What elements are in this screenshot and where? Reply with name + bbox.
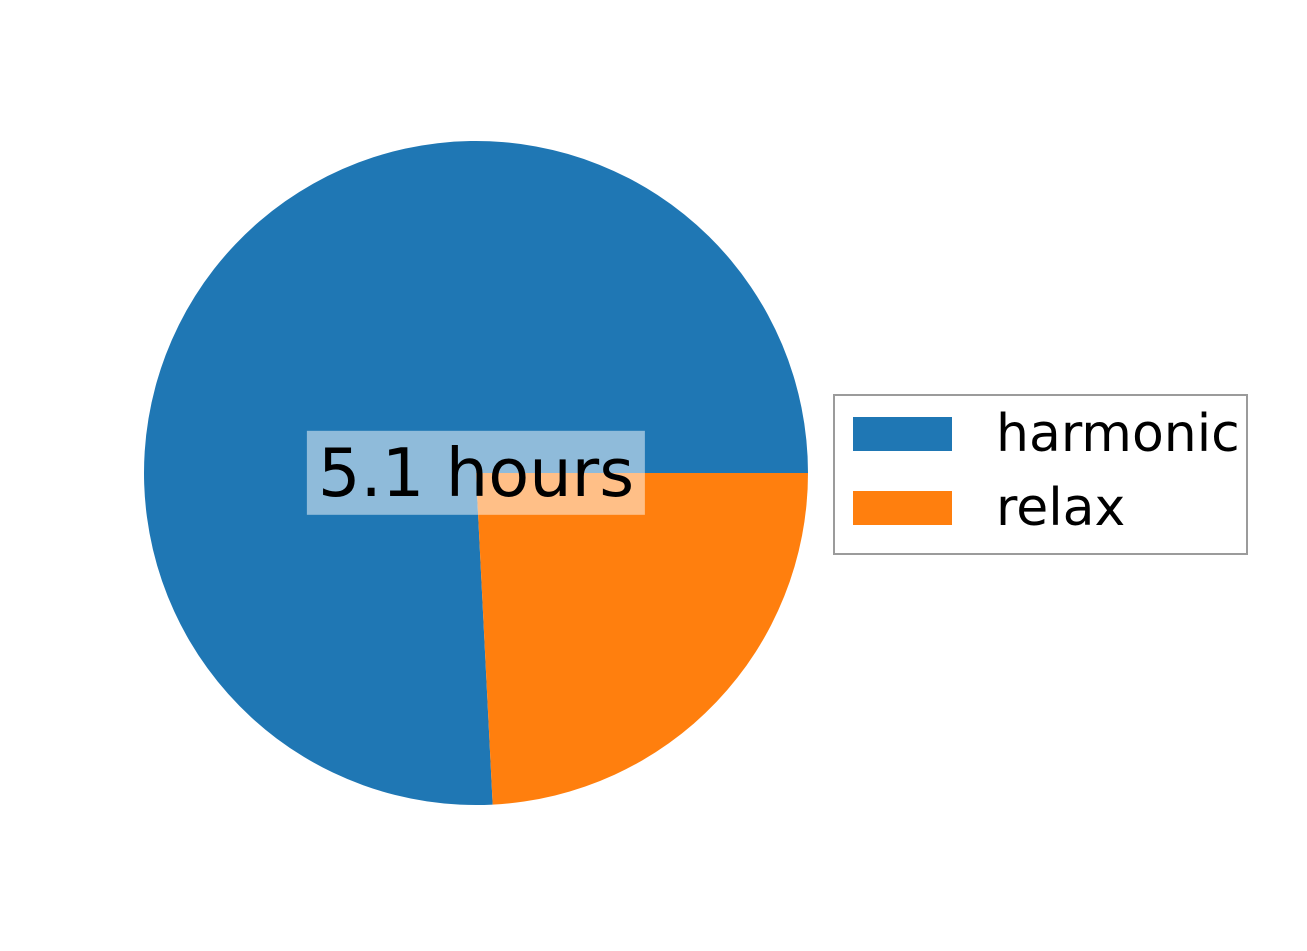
legend: harmonic relax xyxy=(833,394,1248,555)
legend-item-harmonic: harmonic xyxy=(853,408,1246,460)
legend-label-harmonic: harmonic xyxy=(996,404,1240,464)
legend-swatch-harmonic xyxy=(853,417,952,451)
pie-slice-relax xyxy=(476,473,808,805)
legend-swatch-relax xyxy=(853,491,952,525)
legend-label-relax: relax xyxy=(996,478,1126,538)
legend-item-relax: relax xyxy=(853,482,1246,534)
pie-center-label: 5.1 hours xyxy=(306,430,646,516)
